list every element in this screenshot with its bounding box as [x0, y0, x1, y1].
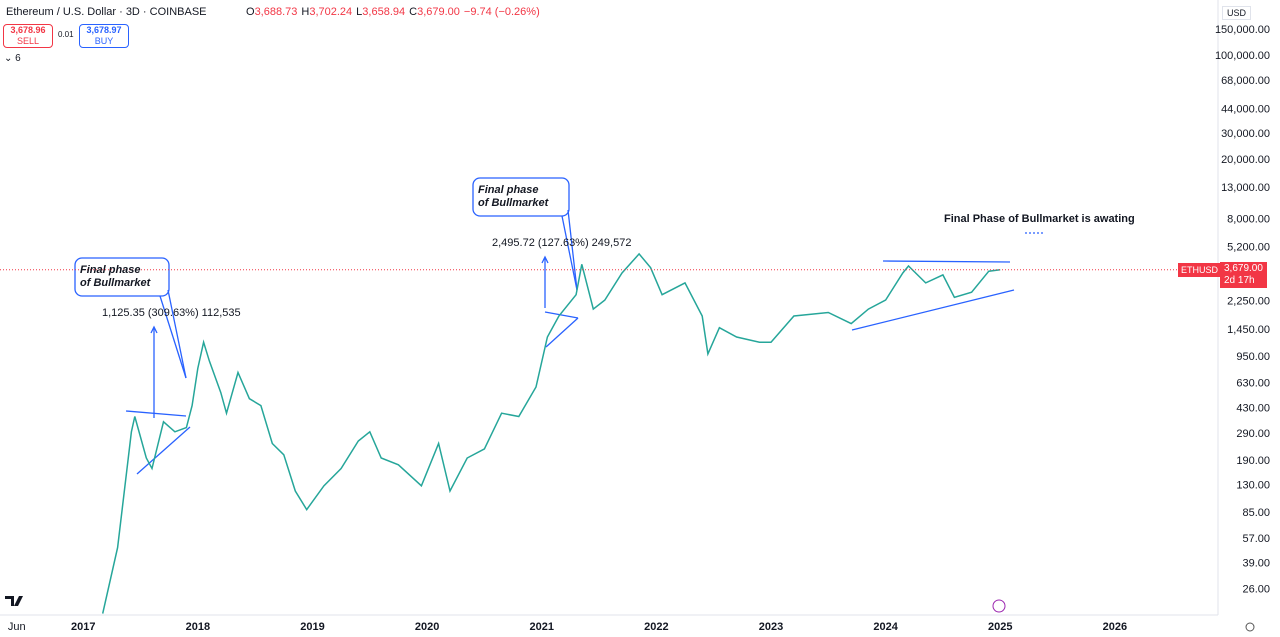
x-tick-label: 2023 — [759, 621, 783, 633]
ohlc-part: 3,702.24 — [309, 6, 353, 18]
x-tick-label: 2017 — [71, 621, 95, 633]
y-tick-label: 430.00 — [1236, 402, 1270, 414]
ohlc-part: L — [356, 6, 363, 18]
y-tick-label: 5,200.00 — [1227, 241, 1270, 253]
price-tag: 3,679.00 2d 17h — [1220, 262, 1267, 288]
price: 3,679.00 — [1224, 263, 1263, 274]
callout-text: Final phase — [478, 184, 539, 196]
settings-icon[interactable] — [1245, 622, 1255, 632]
event-icon[interactable] — [992, 599, 1006, 613]
spread: 0.01 — [58, 30, 74, 39]
x-tick-label: 2020 — [415, 621, 439, 633]
ohlc: O3,688.73 H3,702.24 L3,658.94 C3,679.00 −9.7… — [246, 6, 540, 18]
buy-label: BUY — [94, 36, 114, 46]
x-tick-label: 2026 — [1103, 621, 1127, 633]
ohlc-part: O — [246, 6, 255, 18]
y-tick-label: 2,250.00 — [1227, 295, 1270, 307]
y-tick-label: 44,000.00 — [1221, 103, 1270, 115]
y-tick-label: 100,000.00 — [1215, 50, 1270, 62]
symbol-tag: ETHUSD — [1178, 263, 1222, 277]
sell-price: 3,678.96 — [10, 25, 46, 35]
y-tick-label: 39.00 — [1242, 558, 1270, 570]
currency[interactable]: USD — [1222, 6, 1252, 20]
ohlc-part: C — [409, 6, 418, 18]
countdown: 2d 17h — [1224, 275, 1255, 286]
y-tick-label: 8,000.00 — [1227, 213, 1270, 225]
symbol-title[interactable]: Ethereum / U.S. Dollar · 3D · COINBASE — [6, 6, 207, 18]
measure-label: 1,125.35 (309.63%) 112,535 — [102, 307, 241, 319]
y-tick-label: 13,000.00 — [1221, 182, 1270, 194]
ohlc-part: 3,658.94 — [362, 6, 406, 18]
y-tick-label: 150,000.00 — [1215, 24, 1270, 36]
y-tick-label: 20,000.00 — [1221, 154, 1270, 166]
x-tick-label: 2019 — [300, 621, 324, 633]
price-line — [101, 252, 1001, 614]
title: Ethereum / U.S. Dollar · 3D · COINBASE — [6, 6, 207, 18]
y-tick-label: 950.00 — [1236, 351, 1270, 363]
ohlc-part: H — [301, 6, 310, 18]
callout-text: of Bullmarket — [80, 277, 152, 289]
callout-text: of Bullmarket — [478, 197, 550, 209]
y-tick-label: 68,000.00 — [1221, 75, 1270, 87]
y-tick-label: 26.00 — [1242, 584, 1270, 596]
tv-logo[interactable] — [5, 596, 23, 606]
ohlc-part: 3,688.73 — [254, 6, 298, 18]
x-tick-label: Jun — [8, 621, 26, 633]
buy-price: 3,678.97 — [86, 25, 122, 35]
sell-button[interactable]: 3,678.96 SELL — [3, 24, 53, 48]
y-tick-label: 290.00 — [1236, 428, 1270, 440]
sell-label: SELL — [16, 36, 40, 46]
buy-button[interactable]: 3,678.97 BUY — [79, 24, 129, 48]
drawings — [74, 177, 1045, 475]
indicator-count: 6 — [15, 53, 21, 64]
y-tick-label: 1,450.00 — [1227, 324, 1270, 336]
measure-label: 2,495.72 (127.63%) 249,572 — [492, 237, 631, 249]
y-tick-label: 630.00 — [1236, 378, 1270, 390]
y-tick-label: 85.00 — [1242, 507, 1270, 519]
y-tick-label: 30,000.00 — [1221, 128, 1270, 140]
y-tick-label: 57.00 — [1242, 533, 1270, 545]
ohlc-part: −9.74 (−0.26%) — [463, 6, 540, 18]
indicators-toggle[interactable]: ⌄ 6 — [4, 53, 21, 64]
y-tick-label: 130.00 — [1236, 480, 1270, 492]
x-tick-label: 2018 — [186, 621, 210, 633]
x-tick-label: 2021 — [529, 621, 553, 633]
callout-text: Final phase — [80, 264, 141, 276]
x-tick-label: 2022 — [644, 621, 668, 633]
x-tick-label: 2025 — [988, 621, 1012, 633]
y-tick-label: 190.00 — [1236, 455, 1270, 467]
x-tick-label: 2024 — [873, 621, 898, 633]
ohlc-part: 3,679.00 — [417, 6, 460, 18]
note: Final Phase of Bullmarket is awating — [944, 213, 1135, 225]
